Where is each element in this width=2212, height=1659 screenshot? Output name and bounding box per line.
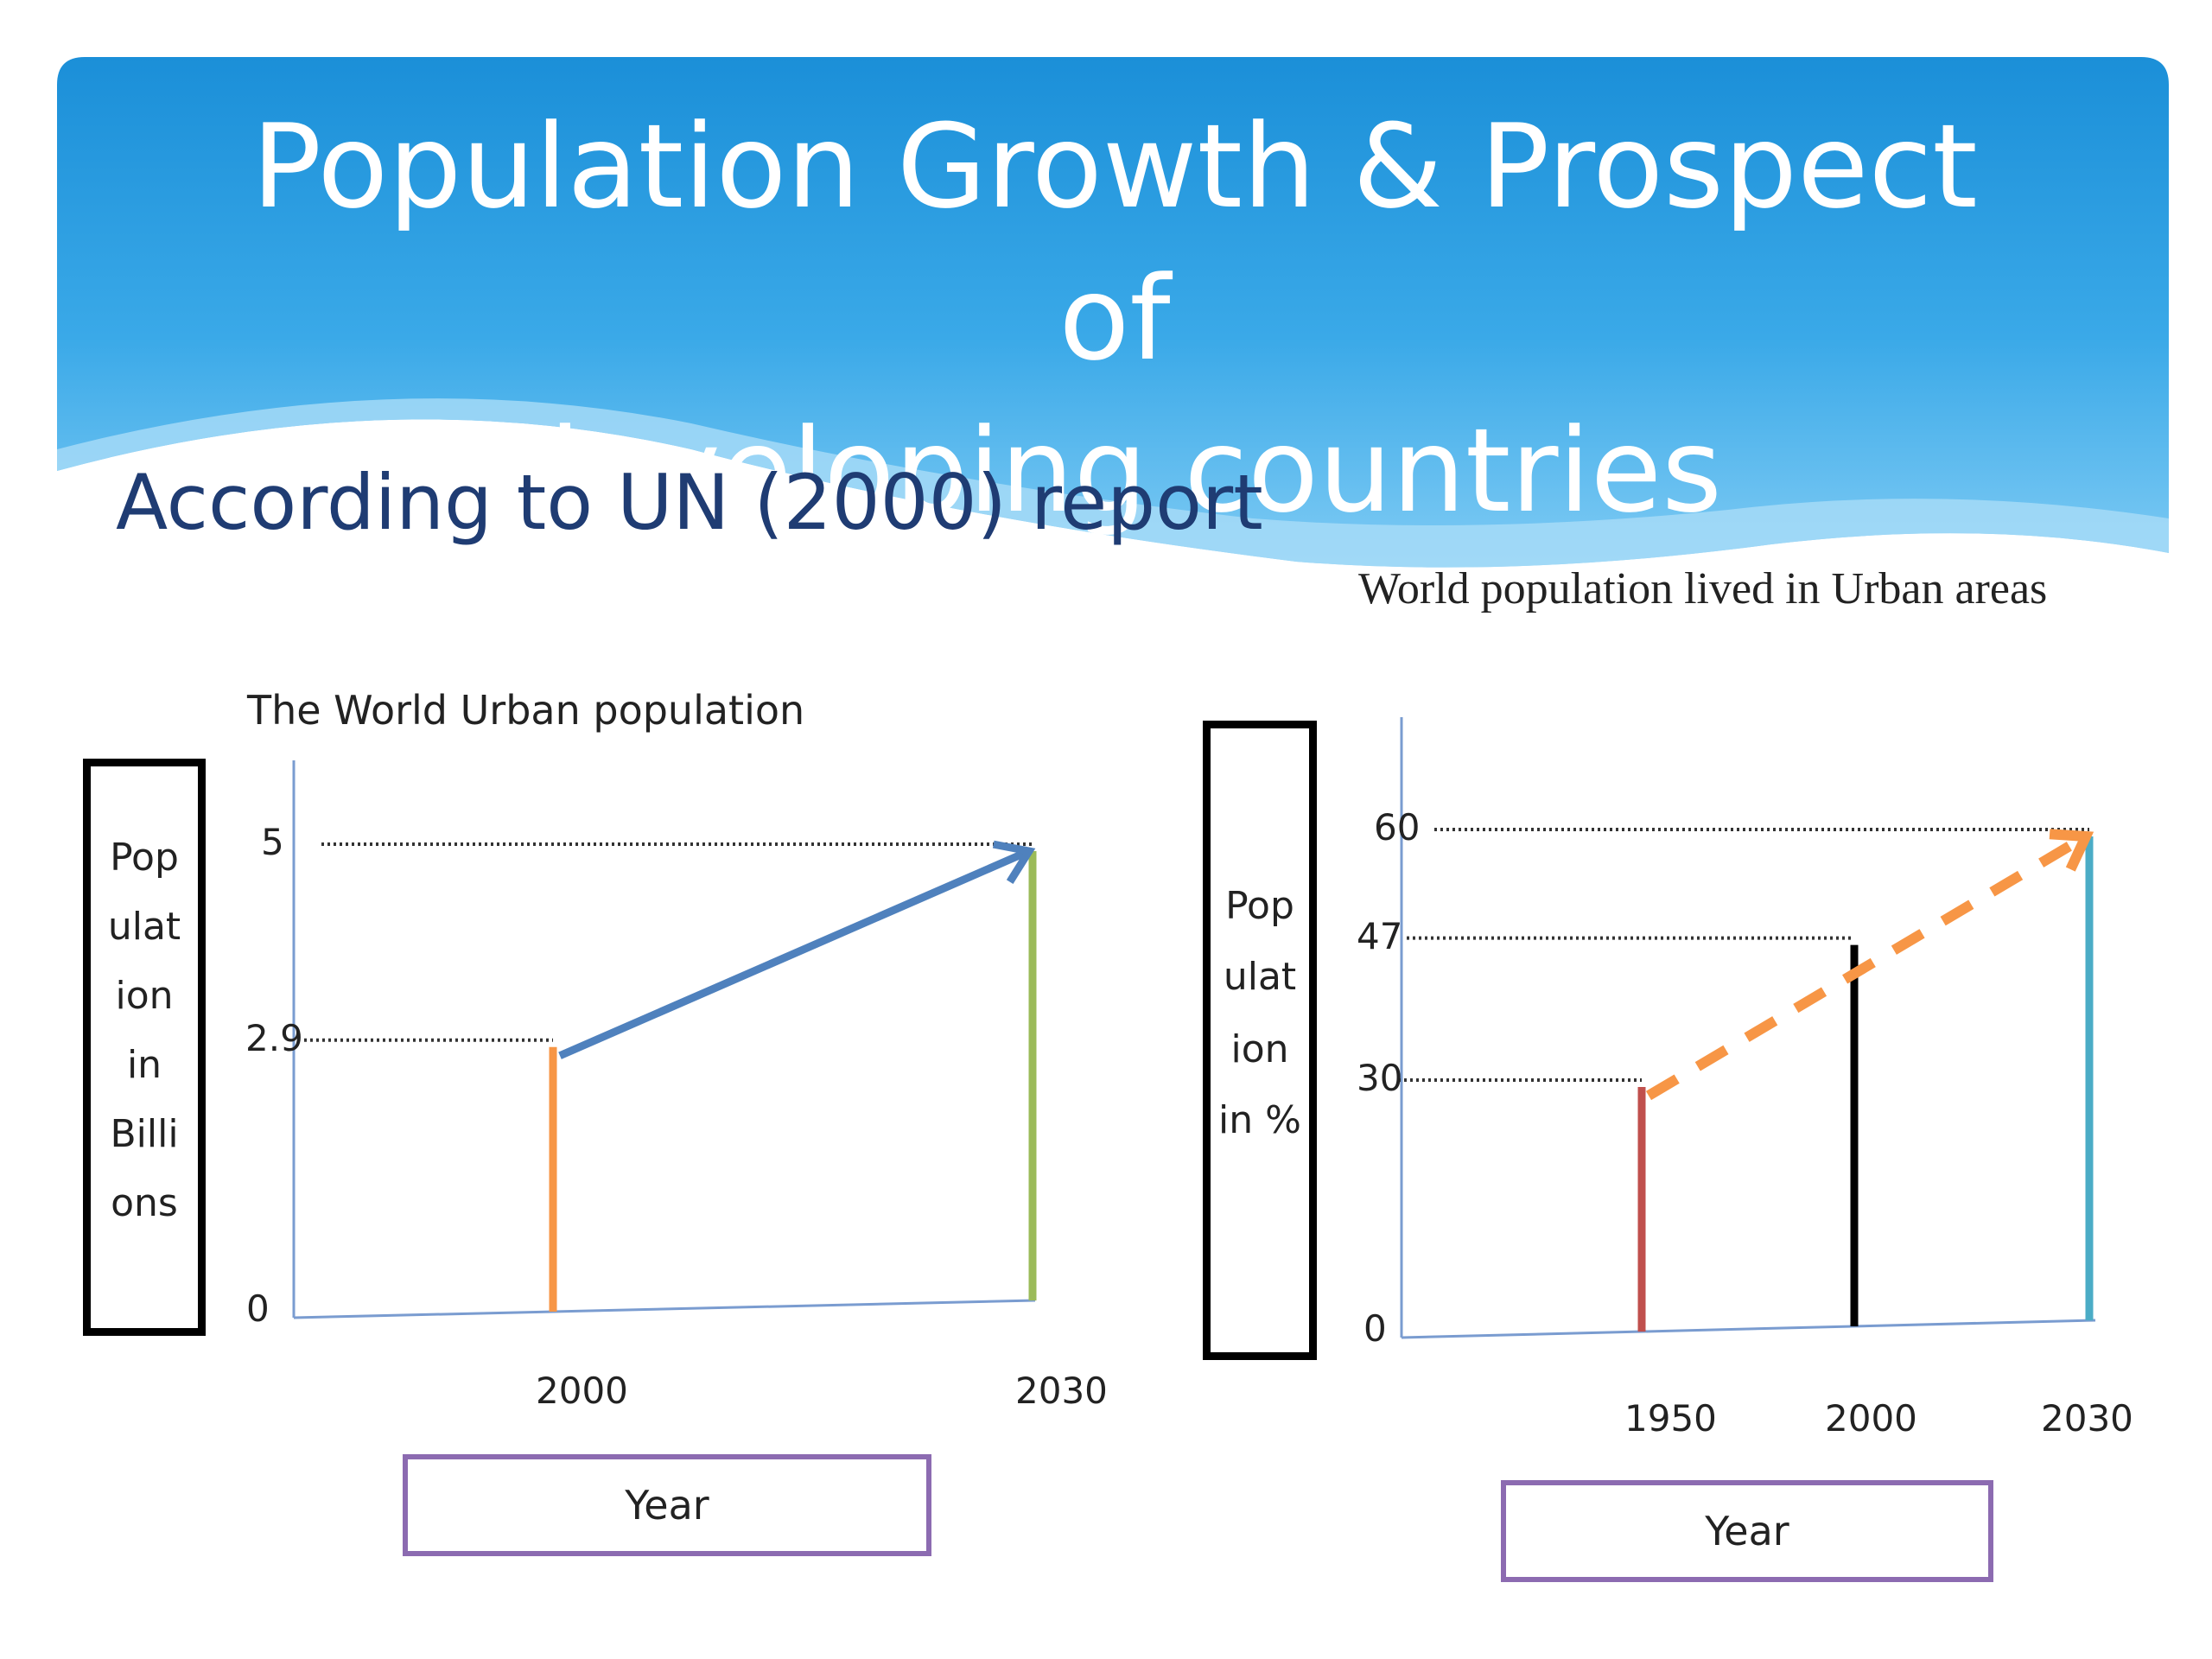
chart-2-ylabel-line: Pop	[1225, 884, 1294, 928]
chart-2-arrow-head	[2049, 829, 2094, 872]
chart-1-ylabel-line: in	[126, 1043, 162, 1087]
chart-2-ylabel-line: ion	[1230, 1027, 1289, 1071]
slide-subtitle: According to UN (2000) report	[116, 458, 1263, 547]
chart-2-x-tick-label: 2000	[1825, 1397, 1917, 1440]
chart-1-ylabel-line: ulat	[107, 905, 181, 949]
chart-2-y-tick-label: 0	[1363, 1307, 1387, 1350]
chart-2-ylabel-line: ulat	[1223, 955, 1297, 999]
chart-1-x-tick-label: 2030	[1015, 1370, 1108, 1412]
chart-1-ylabel-box: Pop ulat ion in Billi ons	[83, 759, 206, 1336]
header-banner	[57, 57, 2169, 568]
chart-1-x-axis	[293, 1299, 1036, 1319]
slide-title: Population Growth & Prospect of developi…	[207, 91, 2022, 547]
header-wave	[57, 398, 2169, 568]
slide-title-line-2: developing countries	[507, 404, 1722, 538]
chart-1-title: The World Urban population	[247, 687, 805, 734]
chart-1-ylabel-line: ion	[115, 974, 174, 1018]
chart-1-x-tick-label: 2000	[536, 1370, 628, 1412]
chart-2-ylabel-box: Pop ulat ion in %	[1203, 721, 1317, 1360]
chart-1-y-tick-label: 2.9	[245, 1016, 303, 1059]
chart-2-y-tick-label: 30	[1357, 1057, 1403, 1099]
chart-1-ylabel-line: ons	[111, 1181, 178, 1225]
chart-2-y-tick-label: 60	[1374, 806, 1421, 849]
chart-2-y-tick-label: 47	[1357, 914, 1403, 957]
slide-title-line-1: Population Growth & Prospect of	[251, 99, 1978, 386]
chart-2-xlabel-box: Year	[1501, 1480, 1993, 1582]
chart-2-ylabel-line: in %	[1218, 1098, 1301, 1142]
chart-2-x-axis	[1401, 1319, 2096, 1339]
chart-1-trend-arrow	[558, 847, 1031, 1059]
chart-1-ylabel-line: Billi	[110, 1112, 179, 1156]
chart-1-y-tick-label: 0	[246, 1287, 270, 1330]
chart-1-xlabel-box: Year	[403, 1454, 931, 1556]
chart-1-ylabel-line: Pop	[110, 836, 179, 880]
chart-2-x-tick-label: 2030	[2041, 1397, 2133, 1440]
chart-2-x-tick-label: 1950	[1624, 1397, 1717, 1440]
chart-1-y-tick-label: 5	[261, 821, 284, 863]
chart-2-trend-arrow	[1645, 831, 2089, 1101]
chart-1-arrow-head	[992, 840, 1036, 884]
chart-2-title: World population lived in Urban areas	[1358, 564, 2048, 613]
